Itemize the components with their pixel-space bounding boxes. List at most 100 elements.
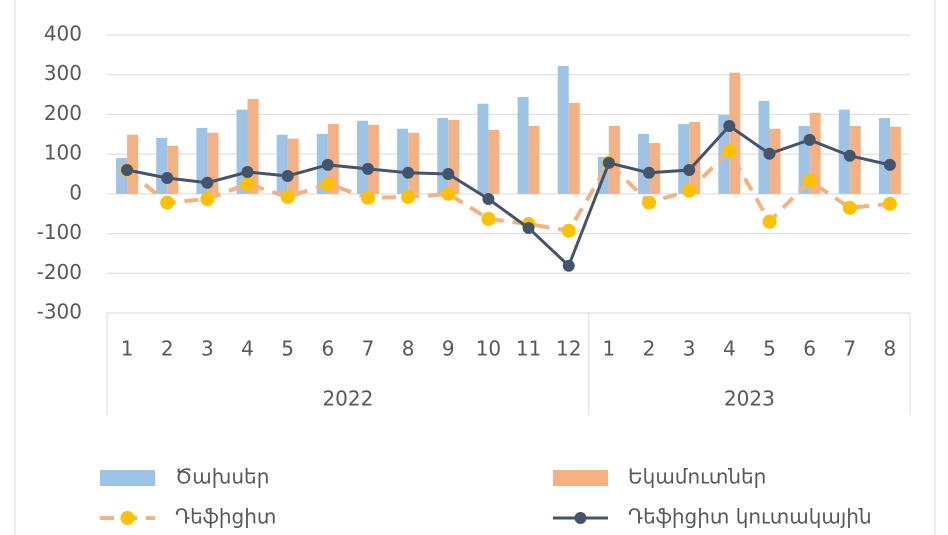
marker xyxy=(883,158,896,171)
bar xyxy=(287,138,299,194)
marker xyxy=(843,149,856,162)
bar xyxy=(437,118,449,194)
marker xyxy=(482,193,495,206)
bar xyxy=(878,118,890,194)
legend-marker xyxy=(120,511,135,525)
y-tick-label: -300 xyxy=(37,300,82,324)
marker xyxy=(200,192,215,207)
marker xyxy=(722,143,737,158)
bar xyxy=(247,98,259,194)
x-tick-label: 6 xyxy=(321,337,334,361)
legend-marker xyxy=(574,512,587,524)
marker xyxy=(201,176,214,189)
bar xyxy=(127,134,139,194)
marker xyxy=(402,166,415,179)
bar xyxy=(528,125,540,194)
bar xyxy=(689,121,701,194)
marker xyxy=(320,176,335,191)
bar xyxy=(167,145,179,194)
marker xyxy=(682,183,697,198)
x-tick-label: 3 xyxy=(201,337,214,361)
bar xyxy=(327,123,339,194)
x-tick-label: 5 xyxy=(763,337,776,361)
bar xyxy=(517,96,529,194)
bar xyxy=(769,128,781,194)
x-tick-label: 7 xyxy=(362,337,375,361)
legend-label: Դեֆիցիտ xyxy=(175,505,276,529)
legend-label: Ծախսեր xyxy=(175,465,269,489)
marker xyxy=(161,171,174,184)
legend-swatch xyxy=(100,470,155,486)
bar xyxy=(408,132,420,194)
bar xyxy=(889,126,901,194)
bar xyxy=(638,133,650,194)
bar xyxy=(729,72,741,194)
bar xyxy=(488,129,500,194)
y-tick-label: -200 xyxy=(37,260,82,284)
bar xyxy=(849,125,861,194)
bar xyxy=(758,100,770,194)
marker xyxy=(522,222,535,235)
bar xyxy=(809,112,821,194)
marker xyxy=(803,133,816,146)
marker xyxy=(763,147,776,160)
x-tick-label: 1 xyxy=(121,337,134,361)
bar xyxy=(397,128,409,194)
bar xyxy=(557,65,569,194)
x-group-label: 2023 xyxy=(724,387,775,411)
marker xyxy=(562,259,575,272)
marker xyxy=(762,214,777,229)
bar xyxy=(156,137,168,194)
marker xyxy=(723,119,736,132)
x-tick-label: 1 xyxy=(603,337,616,361)
legend-swatch xyxy=(553,470,608,486)
x-tick-label: 4 xyxy=(241,337,254,361)
marker xyxy=(842,200,857,215)
marker xyxy=(360,190,375,205)
marker xyxy=(321,158,334,171)
x-tick-label: 4 xyxy=(723,337,736,361)
bar xyxy=(356,120,368,194)
y-tick-label: 400 xyxy=(44,22,82,46)
x-tick-label: 8 xyxy=(884,337,897,361)
bar xyxy=(116,158,128,194)
line xyxy=(125,147,891,233)
marker xyxy=(643,166,656,179)
bar xyxy=(798,125,810,194)
marker xyxy=(802,173,817,188)
x-tick-label: 7 xyxy=(843,337,856,361)
marker xyxy=(280,190,295,205)
x-tick-label: 5 xyxy=(281,337,294,361)
bar xyxy=(367,124,379,194)
marker xyxy=(240,176,255,191)
bar xyxy=(568,102,580,194)
line xyxy=(126,123,891,269)
marker xyxy=(121,164,134,177)
marker xyxy=(882,196,897,211)
x-group-label: 2022 xyxy=(322,387,373,411)
marker xyxy=(281,169,294,182)
bar xyxy=(196,127,208,194)
marker xyxy=(683,164,696,177)
x-tick-label: 8 xyxy=(402,337,415,361)
y-tick-label: 0 xyxy=(69,180,82,204)
x-tick-label: 9 xyxy=(442,337,455,361)
marker xyxy=(160,195,175,210)
bar xyxy=(236,109,248,194)
marker xyxy=(241,166,254,179)
bar xyxy=(477,103,489,194)
legend-label: Եկամուտներ xyxy=(628,465,766,489)
bar xyxy=(678,123,690,194)
bar xyxy=(838,109,850,194)
x-tick-label: 3 xyxy=(683,337,696,361)
x-tick-label: 2 xyxy=(161,337,174,361)
bar xyxy=(649,143,661,194)
y-tick-label: -100 xyxy=(37,220,82,244)
marker xyxy=(642,195,657,210)
marker xyxy=(442,168,455,180)
marker xyxy=(441,186,456,201)
x-tick-label: 10 xyxy=(476,337,501,361)
x-tick-label: 12 xyxy=(556,337,581,361)
marker xyxy=(481,211,496,226)
